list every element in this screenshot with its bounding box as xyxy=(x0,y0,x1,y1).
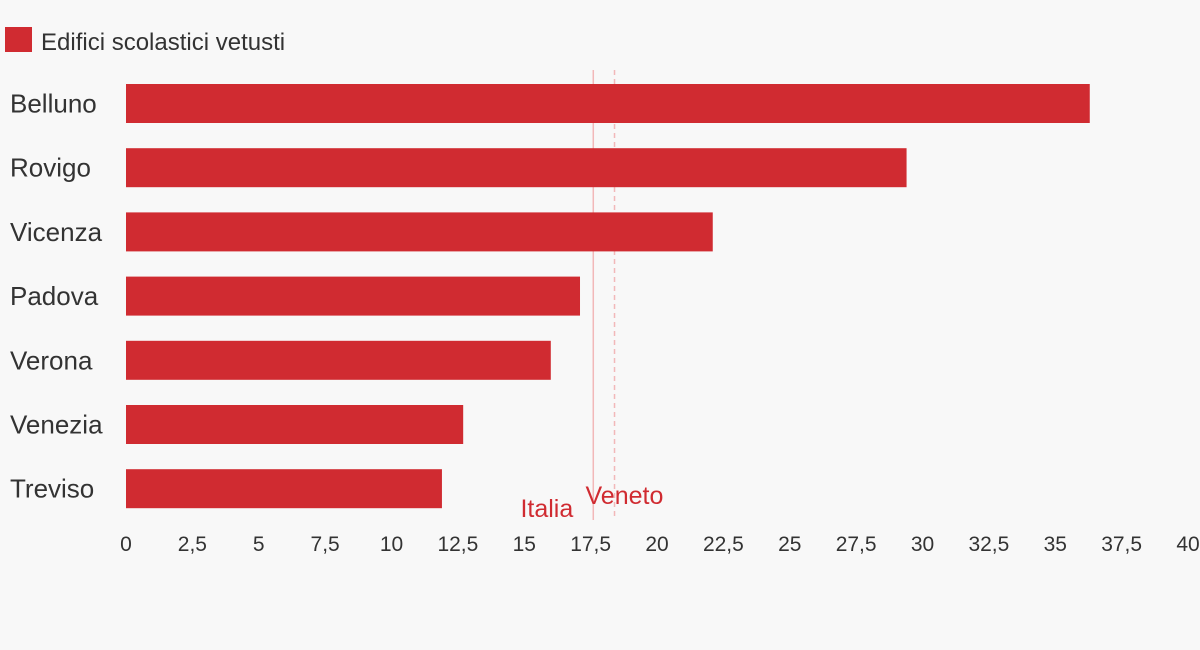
x-axis-tick-labels: 0 2,5 5 7,5 10 12,5 15 17,5 20 22,5 25 27,5 30 32,5 35… xyxy=(120,533,1200,556)
x-tick-label: 40 xyxy=(1176,533,1199,556)
x-tick-label: 25 xyxy=(778,533,801,556)
reference-label-veneto: Veneto xyxy=(586,482,664,510)
reference-lines xyxy=(592,70,616,520)
bar-venezia xyxy=(126,405,464,444)
bar-verona xyxy=(126,340,551,380)
bar-padova xyxy=(126,276,581,316)
legend-label: Edifici scolastici vetusti xyxy=(41,29,285,56)
bar-vicenza xyxy=(126,212,713,252)
legend: Edifici scolastici vetusti xyxy=(5,27,285,56)
reference-label-italia: Italia xyxy=(520,495,573,523)
category-label-verona: Verona xyxy=(10,345,93,375)
bar-treviso xyxy=(126,469,442,509)
x-tick-label: 12,5 xyxy=(437,533,478,556)
category-label-treviso: Treviso xyxy=(10,474,94,504)
category-label-vicenza: Vicenza xyxy=(10,217,103,247)
x-tick-label: 7,5 xyxy=(311,533,340,556)
bar-belluno xyxy=(126,84,1090,123)
x-tick-label: 32,5 xyxy=(968,533,1009,556)
legend-swatch xyxy=(5,27,32,52)
x-tick-label: 37,5 xyxy=(1101,533,1142,556)
x-tick-label: 22,5 xyxy=(703,533,744,556)
x-tick-label: 2,5 xyxy=(178,533,207,556)
category-labels: Belluno Rovigo Vicenza Padova Verona Venezia T… xyxy=(10,89,103,504)
reference-line-labels: Italia Veneto xyxy=(520,482,663,523)
x-tick-label: 10 xyxy=(380,533,403,556)
x-tick-label: 17,5 xyxy=(570,533,611,556)
x-tick-label: 30 xyxy=(911,533,934,556)
bar-rovigo xyxy=(126,148,907,188)
bars xyxy=(126,84,1090,509)
x-tick-label: 35 xyxy=(1044,533,1067,556)
category-label-padova: Padova xyxy=(10,281,99,311)
x-tick-label: 27,5 xyxy=(836,533,877,556)
category-label-belluno: Belluno xyxy=(10,89,97,119)
category-label-rovigo: Rovigo xyxy=(10,153,91,183)
x-tick-label: 0 xyxy=(120,533,132,556)
x-tick-label: 5 xyxy=(253,533,265,556)
x-tick-label: 15 xyxy=(513,533,536,556)
category-label-venezia: Venezia xyxy=(10,410,103,440)
x-tick-label: 20 xyxy=(645,533,668,556)
